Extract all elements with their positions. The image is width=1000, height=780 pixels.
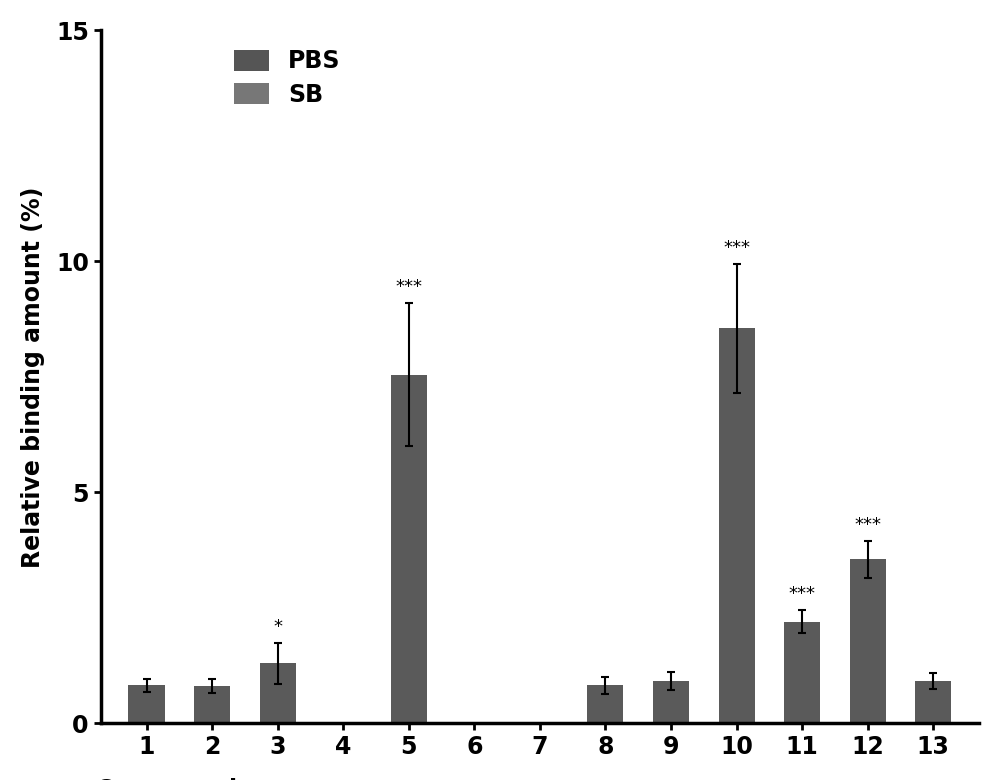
Bar	[260, 663, 296, 723]
Text: Compound: Compound	[96, 778, 238, 780]
Bar	[784, 622, 820, 723]
Bar	[128, 686, 165, 723]
Text: *: *	[273, 618, 282, 636]
Text: ***: ***	[723, 239, 750, 257]
Bar	[915, 681, 951, 723]
Y-axis label: Relative binding amount (%): Relative binding amount (%)	[21, 186, 45, 568]
Text: ***: ***	[789, 585, 816, 603]
Legend: PBS, SB: PBS, SB	[227, 42, 348, 114]
Text: ***: ***	[854, 516, 881, 534]
Bar	[587, 686, 623, 723]
Bar	[719, 328, 755, 723]
Text: ***: ***	[395, 278, 422, 296]
Bar	[194, 686, 230, 723]
Bar	[391, 374, 427, 723]
Bar	[653, 681, 689, 723]
Bar	[850, 559, 886, 723]
